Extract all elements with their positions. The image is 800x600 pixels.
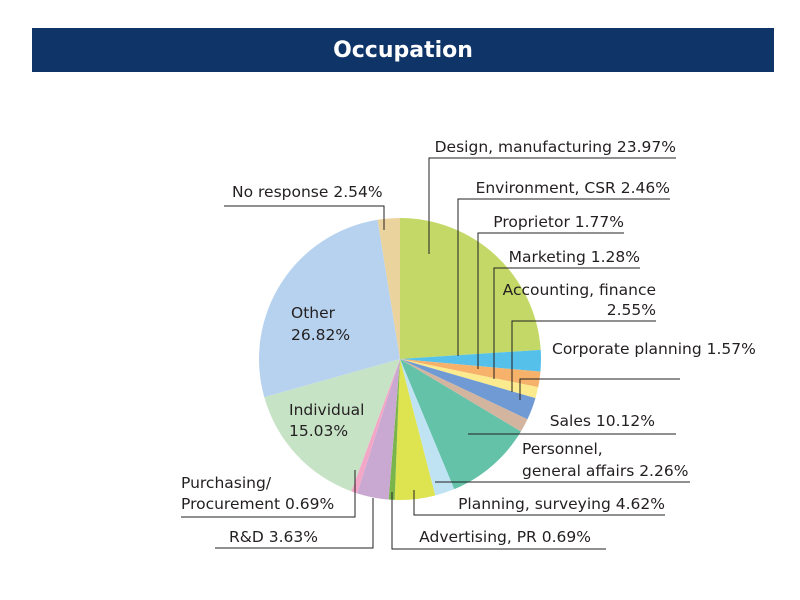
slice-label-marketing: Marketing 1.28%: [509, 248, 640, 266]
slice-label-accounting-finance-line2: 2.55%: [607, 301, 656, 319]
slice-label-no-response: No response 2.54%: [232, 183, 383, 201]
slice-label-randd: R&D 3.63%: [229, 528, 318, 546]
leader-line-no-response: [224, 205, 385, 230]
leader-line-purchasing-procurement: [181, 470, 356, 518]
leader-line-corporate-planning: [519, 378, 680, 400]
slice-label-other-line2: 26.82%: [291, 326, 350, 344]
slice-label-environment-csr: Environment, CSR 2.46%: [476, 179, 670, 197]
pie-slice-advertising-pr: [388, 359, 400, 500]
leader-line-marketing: [493, 267, 640, 379]
leader-line-randd: [215, 498, 374, 549]
slice-label-purchasing-procurement-line2: Procurement 0.69%: [181, 495, 334, 513]
slice-label-planning-surveying: Planning, surveying 4.62%: [458, 495, 665, 513]
pie-slice-environment-csr: [400, 349, 541, 372]
slice-label-personnel-general-affairs-line1: Personnel,: [522, 440, 603, 458]
pie-slice-other: [259, 219, 400, 398]
slice-label-purchasing-procurement-line1: Purchasing/: [181, 474, 272, 492]
leader-line-design-manufacturing: [428, 157, 676, 254]
chart-title: Occupation: [32, 28, 774, 72]
leader-line-proprietor: [477, 232, 624, 369]
slice-label-individual-line1: Individual: [289, 401, 365, 419]
pie-slice-individual: [264, 359, 400, 492]
pie-slice-randd: [357, 359, 400, 500]
pie-slice-purchasing-procurement: [351, 359, 400, 494]
pie-slice-design-manufacturing: [400, 218, 541, 359]
leader-line-planning-surveying: [413, 490, 665, 516]
pie-slice-no-response: [377, 218, 400, 359]
slice-label-other-line1: Other: [291, 304, 336, 322]
leader-line-environment-csr: [457, 198, 670, 356]
slice-label-accounting-finance-line1: Accounting, finance: [503, 281, 656, 299]
pie-slice-sales: [400, 359, 521, 490]
leader-line-accounting-finance: [511, 320, 656, 392]
pie-slice-accounting-finance: [400, 359, 536, 420]
pie-slice-proprietor: [400, 359, 541, 388]
slice-label-personnel-general-affairs-line2: general affairs 2.26%: [522, 462, 688, 480]
slice-label-corporate-planning: Corporate planning 1.57%: [552, 340, 756, 358]
slice-label-proprietor: Proprietor 1.77%: [493, 213, 624, 231]
pie-slice-planning-surveying: [394, 359, 436, 501]
slice-label-design-manufacturing: Design, manufacturing 23.97%: [435, 138, 676, 156]
pie-slice-personnel-general-affairs: [400, 359, 455, 496]
pie-slice-marketing: [400, 359, 539, 399]
slice-label-individual-line2: 15.03%: [289, 422, 348, 440]
slice-label-sales: Sales 10.12%: [550, 412, 655, 430]
slice-label-advertising-pr: Advertising, PR 0.69%: [419, 528, 591, 546]
leader-line-advertising-pr: [391, 492, 606, 550]
pie-slice-corporate-planning: [400, 359, 528, 432]
